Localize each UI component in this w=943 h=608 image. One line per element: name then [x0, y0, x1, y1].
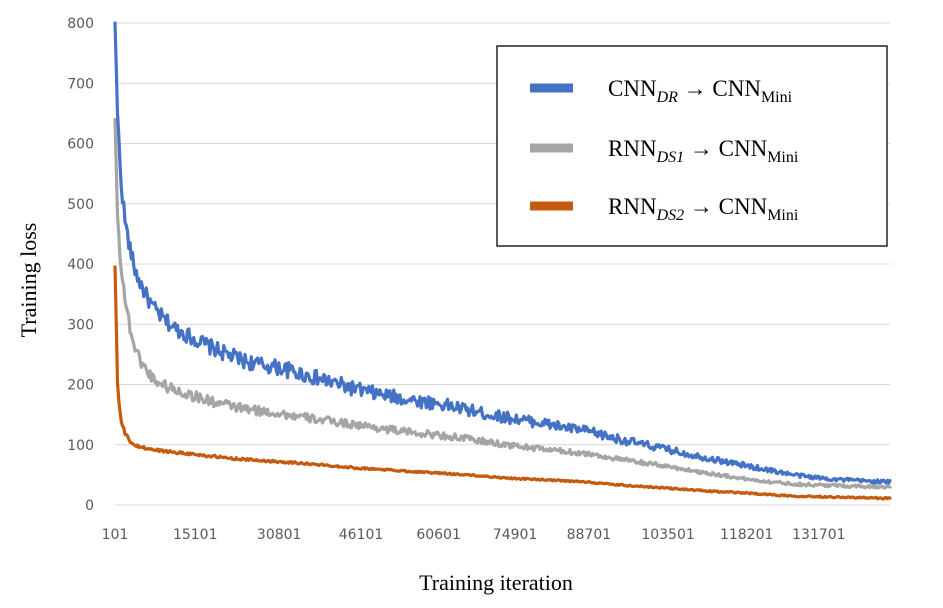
y-tick-label: 600 [67, 137, 94, 153]
legend-label: RNNDS2 → CNNMini [608, 194, 799, 224]
y-tick-label: 300 [67, 317, 94, 333]
x-tick-label: 131701 [792, 527, 845, 543]
x-tick-label: 15101 [173, 527, 218, 543]
legend-label-part: Mini [767, 149, 799, 166]
legend-label: CNNDR → CNNMini [608, 76, 793, 106]
legend-label-part: RNN [608, 136, 657, 161]
legend-label-part: CNN [608, 76, 657, 101]
series-line-2 [113, 117, 892, 490]
x-tick-label: 60601 [416, 527, 461, 543]
y-axis-title: Training loss [16, 223, 41, 338]
y-tick-label: 500 [67, 197, 94, 213]
x-tick-label: 30801 [257, 527, 302, 543]
legend-label-part: Mini [767, 207, 799, 224]
legend-label-part: → [678, 76, 713, 101]
legend-label-part: DR [656, 89, 679, 106]
x-tick-label: 74901 [493, 527, 538, 543]
legend-label: RNNDS1 → CNNMini [608, 136, 799, 166]
legend-label-part: → [684, 194, 719, 219]
x-axis-title: Training iteration [419, 570, 573, 595]
legend-label-part: DS2 [656, 207, 685, 224]
series-line-3 [113, 265, 892, 501]
legend-label-part: → [684, 136, 719, 161]
y-tick-label: 800 [67, 16, 94, 32]
legend-label-part: Mini [761, 89, 793, 106]
y-tick-label: 0 [85, 498, 94, 514]
legend-label-part: CNN [712, 76, 761, 101]
legend-label-part: CNN [719, 136, 768, 161]
series-line-1 [113, 21, 892, 485]
legend-label-part: RNN [608, 194, 657, 219]
x-axis-ticks: 101 15101 30801 46101 60601 74901 88701 103501 1… [102, 527, 846, 543]
x-tick-label: 118201 [720, 527, 773, 543]
series-lines [113, 21, 892, 501]
x-tick-label: 88701 [567, 527, 612, 543]
x-tick-label: 46101 [339, 527, 384, 543]
legend-label-part: CNN [719, 194, 768, 219]
x-tick-label: 101 [102, 527, 129, 543]
legend-label-part: DS1 [656, 149, 685, 166]
y-tick-label: 400 [67, 257, 94, 273]
y-tick-label: 200 [67, 378, 94, 394]
y-axis-ticks: 0 100 200 300 400 500 600 700 800 [67, 16, 94, 514]
x-tick-label: 103501 [641, 527, 694, 543]
y-tick-label: 700 [67, 76, 94, 92]
y-tick-label: 100 [67, 438, 94, 454]
